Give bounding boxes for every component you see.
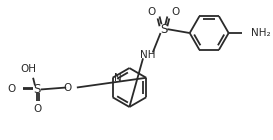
Text: O: O (171, 7, 179, 17)
Text: O: O (148, 7, 156, 17)
Text: NH₂: NH₂ (251, 28, 271, 38)
Text: S: S (33, 83, 41, 96)
Text: NH: NH (140, 50, 156, 60)
Text: S: S (160, 23, 167, 36)
Text: O: O (64, 82, 72, 93)
Text: O: O (7, 84, 16, 95)
Text: N: N (114, 73, 121, 83)
Text: OH: OH (20, 64, 36, 74)
Text: O: O (34, 104, 42, 114)
